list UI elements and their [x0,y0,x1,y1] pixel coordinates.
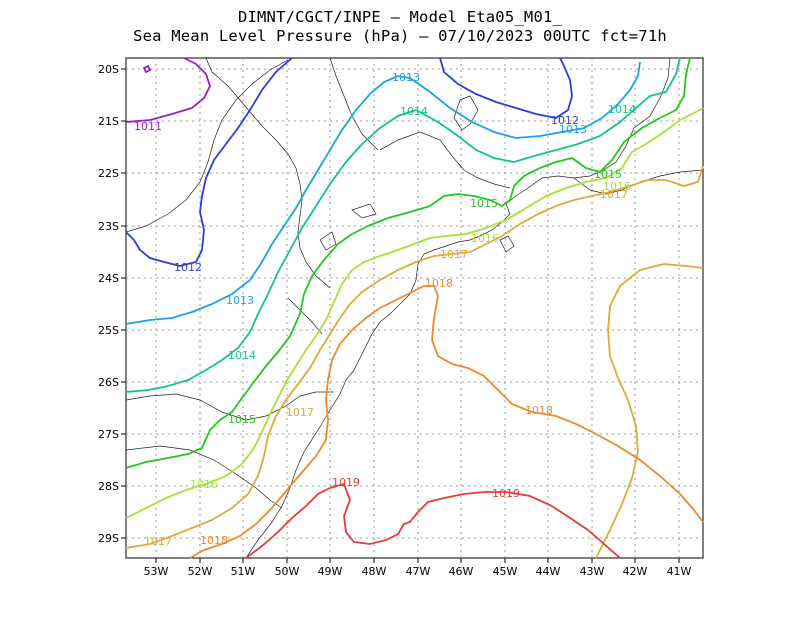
state-border-4 [125,445,283,509]
lon-label: 42W [623,565,648,578]
coast-islands [319,203,515,253]
state-border-6 [329,57,379,151]
isobar-1012-east [439,57,573,119]
lon-label: 44W [536,565,561,578]
lat-label: 29S [98,532,119,545]
lon-label: 45W [493,565,518,578]
isobar-1011 [125,57,211,123]
state-border-5 [379,131,511,189]
map-frame [125,57,704,559]
isobar-1016-west [125,235,447,519]
isobar-1014-west [125,109,417,393]
state-border-3 [125,391,334,421]
contour-label-1012: 1012 [174,261,202,274]
isobar-1017-east [451,165,704,255]
isobar-1019-north [245,482,621,559]
lat-label: 24S [98,272,119,285]
contour-labels: 1011 1012 1012 1013 1013 1013 1014 1014 … [134,71,636,548]
contour-label-1018: 1018 [425,277,453,290]
latitude-labels: 20S 21S 22S 23S 24S 25S 26S 27S 28S 29S [98,63,119,545]
tick-marks [121,68,680,563]
contour-label-1014: 1014 [400,105,428,118]
contour-label-1015: 1015 [228,413,256,426]
contour-label-1017: 1017 [600,188,628,201]
lat-label: 27S [98,428,119,441]
contour-label-1013: 1013 [392,71,420,84]
lon-label: 51W [231,565,256,578]
map-title: DIMNT/CGCT/INPE – Model Eta05_M01_ [237,8,563,26]
lon-label: 41W [667,565,692,578]
contour-label-1018: 1018 [525,404,553,417]
isobar-1016-east [445,107,704,237]
contour-label-1017: 1017 [144,535,172,548]
state-border-1 [205,57,331,289]
isobar-1012-west [125,57,293,267]
lon-label: 48W [362,565,387,578]
lon-label: 53W [144,565,169,578]
contour-label-1016: 1016 [190,478,218,491]
lon-label: 50W [275,565,300,578]
contour-label-1013: 1013 [559,123,587,136]
lat-label: 26S [98,376,119,389]
lat-label: 25S [98,324,119,337]
contour-label-1014: 1014 [608,103,636,116]
isobar-1018-main [189,285,704,559]
contour-label-1019: 1019 [332,476,360,489]
lat-label: 28S [98,480,119,493]
isobar-1013-west [125,75,411,325]
state-border-2 [125,59,289,233]
contour-label-1019: 1019 [492,487,520,500]
coastline [245,57,671,559]
lon-label: 43W [580,565,605,578]
lon-label: 47W [406,565,431,578]
contour-label-1016: 1016 [471,232,499,245]
isobar-1011-small [142,64,152,74]
coast-bay [453,95,479,131]
isobar-1014-east [415,57,681,163]
isobar-1015-west [125,233,353,469]
lon-label: 46W [449,565,474,578]
lat-label: 22S [98,167,119,180]
gridlines [126,58,703,558]
contour-label-1015: 1015 [470,197,498,210]
contour-label-1015: 1015 [594,168,622,181]
contour-label-1016: 1016 [603,180,631,193]
contour-label-1012: 1012 [551,114,579,127]
longitude-labels: 53W 52W 51W 50W 49W 48W 47W 46W 45W 44W … [144,565,692,578]
lon-label: 49W [318,565,343,578]
contour-label-1017: 1017 [440,248,468,261]
contour-label-1013: 1013 [226,294,254,307]
isobar-1013-east [409,61,641,139]
state-border-8 [287,297,323,335]
isobar-1017-west [125,253,453,549]
contour-label-1017: 1017 [286,406,314,419]
lon-label: 52W [188,565,213,578]
map-subtitle: Sea Mean Level Pressure (hPa) – 07/10/20… [133,27,667,45]
isobar-1015-east [351,57,691,235]
lat-label: 20S [98,63,119,76]
contour-label-1018: 1018 [200,534,228,547]
lat-label: 21S [98,115,119,128]
contour-label-1011: 1011 [134,120,162,133]
isobar-1017-southeast [595,263,704,559]
isobars [125,57,704,559]
lat-label: 23S [98,220,119,233]
contour-label-1014: 1014 [228,349,256,362]
